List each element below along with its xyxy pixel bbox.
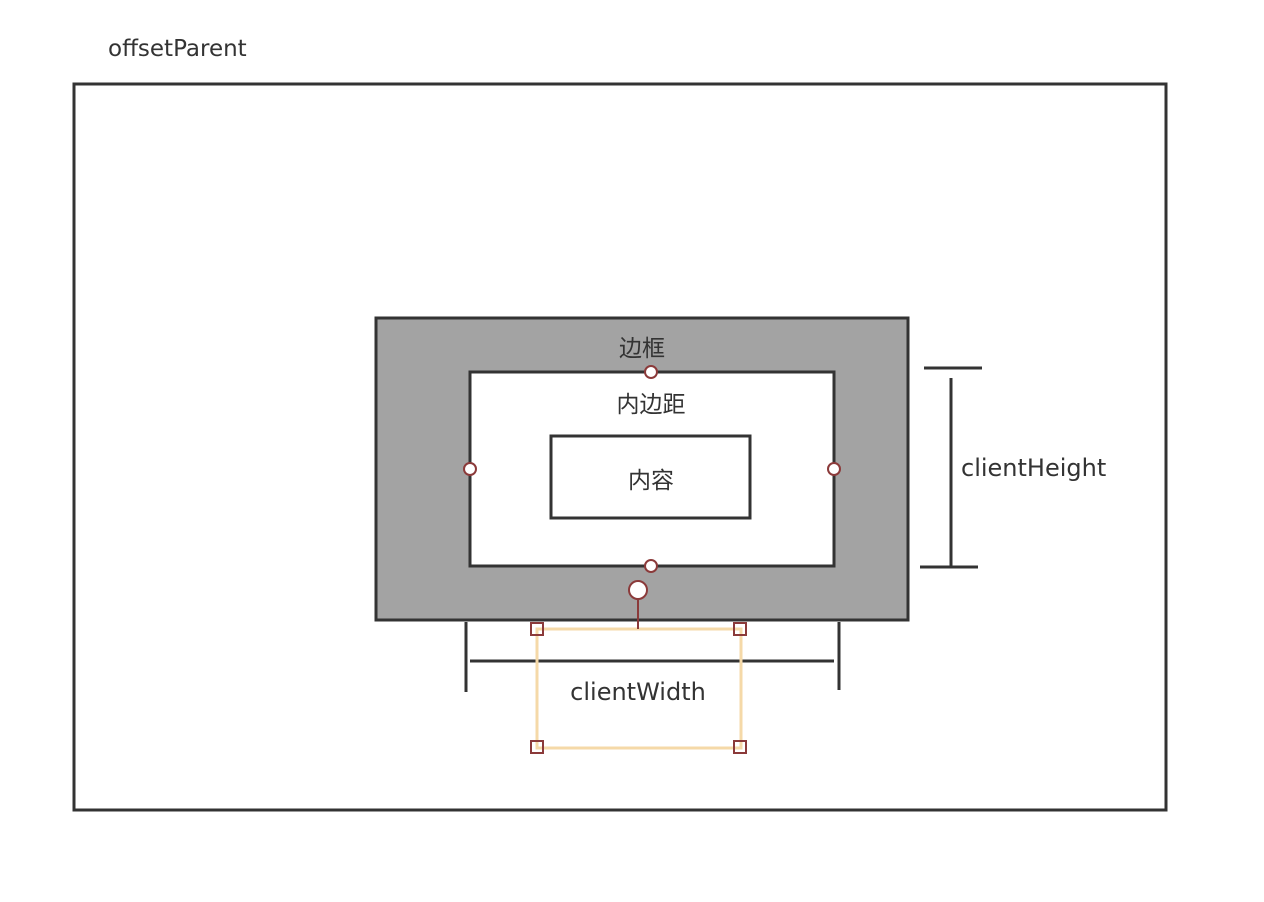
content-box bbox=[549, 434, 752, 520]
content-label: 内容 bbox=[628, 468, 674, 494]
resize-handle-top-right[interactable] bbox=[733, 622, 747, 636]
handle-top[interactable] bbox=[644, 365, 658, 379]
resize-handle-bottom-right[interactable] bbox=[733, 740, 747, 754]
resize-handle-top-left[interactable] bbox=[530, 622, 544, 636]
handle-bottom[interactable] bbox=[644, 559, 658, 573]
padding-label: 内边距 bbox=[617, 392, 686, 418]
resize-handle-bottom-left[interactable] bbox=[530, 740, 544, 754]
border-label: 边框 bbox=[619, 336, 665, 362]
handle-right[interactable] bbox=[827, 462, 841, 476]
client-width-label[interactable]: clientWidth bbox=[570, 678, 706, 706]
rotate-handle[interactable] bbox=[628, 580, 648, 600]
handle-left[interactable] bbox=[463, 462, 477, 476]
offset-parent-box bbox=[72, 82, 1168, 812]
client-height-label: clientHeight bbox=[961, 454, 1106, 482]
offset-parent-label: offsetParent bbox=[108, 36, 247, 62]
